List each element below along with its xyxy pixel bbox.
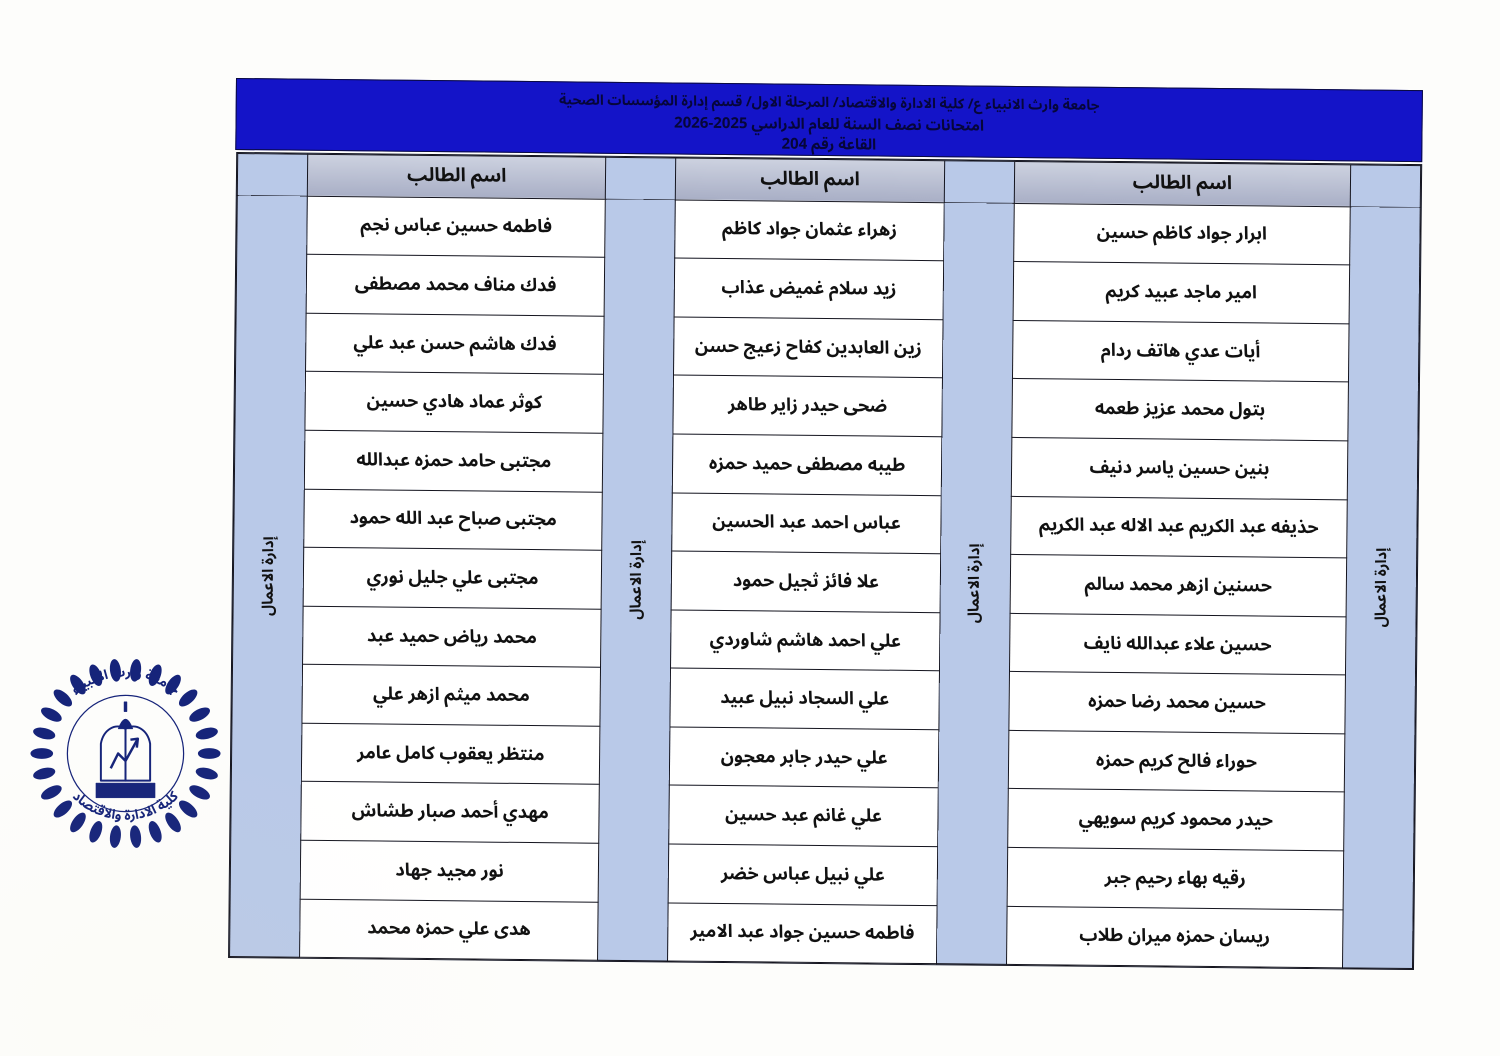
svg-text:جامعة وارث الانبياء: جامعة وارث الانبياء bbox=[64, 658, 186, 703]
